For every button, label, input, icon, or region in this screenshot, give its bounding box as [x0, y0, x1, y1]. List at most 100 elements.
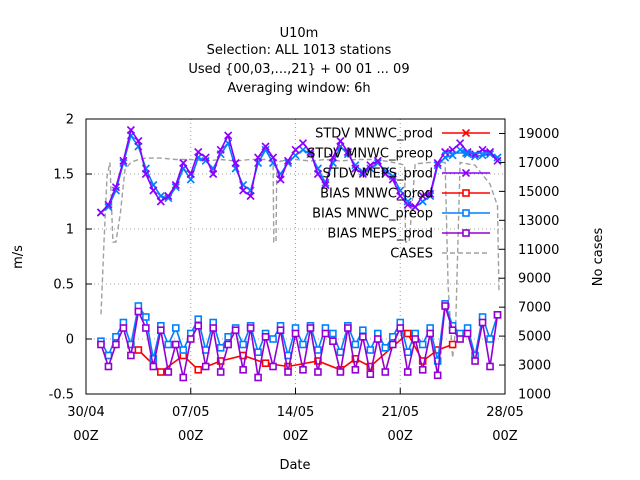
data-point — [239, 340, 247, 349]
data-point — [418, 365, 427, 374]
data-point — [306, 324, 315, 332]
data-point — [119, 324, 128, 332]
legend-label: STDV MEPS_prod — [322, 167, 433, 182]
data-point — [104, 202, 113, 212]
data-point — [179, 373, 188, 382]
y2-tick-label: 5000 — [518, 330, 551, 345]
data-point — [381, 368, 390, 376]
data-point — [448, 326, 457, 335]
marker-stroke — [373, 156, 382, 165]
marker-stroke — [403, 197, 412, 206]
marker-stroke — [141, 169, 150, 179]
marker-stroke — [149, 186, 158, 195]
data-point — [351, 164, 360, 173]
data-point — [216, 368, 225, 376]
data-point — [142, 324, 150, 332]
data-point — [268, 153, 278, 162]
series-stdv-meps-prod — [96, 125, 502, 217]
data-point — [104, 351, 113, 360]
legend-entry: STDV MNWC_prod — [315, 127, 490, 142]
data-point — [96, 208, 106, 217]
legend-label: BIAS MEPS_prod — [327, 227, 433, 242]
data-point — [171, 324, 180, 332]
legend-marker — [461, 168, 471, 178]
y-tick-label: 1.5 — [53, 168, 74, 183]
data-point — [284, 368, 292, 376]
y-tick-label: 0.5 — [53, 278, 74, 293]
marker-stroke — [456, 145, 465, 154]
series-line — [100, 157, 500, 358]
data-point — [126, 125, 135, 135]
data-point — [441, 302, 449, 310]
marker-stroke — [403, 200, 412, 209]
data-point — [456, 139, 465, 148]
data-point — [441, 147, 450, 157]
y2-tick-label: 15000 — [518, 185, 559, 200]
data-point — [456, 335, 464, 343]
x-tick-sublabel: 00Z — [283, 429, 309, 444]
data-point — [171, 180, 180, 190]
data-point — [261, 359, 270, 368]
data-point — [194, 321, 203, 330]
marker-stroke — [298, 145, 308, 154]
marker-stroke — [156, 197, 165, 206]
legend-entry: BIAS MEPS_prod — [327, 227, 490, 242]
data-point — [403, 329, 412, 338]
legend-entry: STDV MEPS_prod — [322, 167, 490, 182]
marker-stroke — [366, 164, 375, 173]
marker-stroke — [351, 161, 360, 170]
data-point — [156, 197, 165, 206]
data-point — [164, 191, 173, 201]
data-point — [314, 346, 322, 354]
chart-title: U10m Selection: ALL 1013 stations Used {… — [188, 26, 409, 96]
marker-stroke — [373, 158, 382, 168]
data-point — [254, 153, 263, 162]
data-point — [381, 169, 390, 179]
data-point — [299, 340, 307, 349]
data-point — [164, 368, 173, 376]
data-point — [329, 329, 337, 338]
data-point — [209, 169, 218, 179]
data-point — [164, 194, 173, 203]
y2-tick-label: 7000 — [518, 301, 551, 316]
data-point — [141, 169, 150, 179]
data-point — [433, 371, 442, 380]
data-point — [157, 326, 165, 335]
data-point — [358, 169, 367, 179]
data-point — [314, 368, 322, 376]
marker-stroke — [179, 158, 188, 168]
data-point — [381, 343, 390, 352]
marker-stroke — [433, 158, 442, 168]
marker-stroke — [321, 180, 330, 190]
data-point — [351, 365, 360, 374]
marker-stroke — [418, 191, 427, 201]
data-point — [194, 147, 203, 157]
data-point — [366, 346, 375, 354]
y2-tick-label: 9000 — [518, 272, 551, 287]
marker-stroke — [306, 147, 315, 157]
data-point — [403, 197, 412, 206]
y2-tick-label: 13000 — [518, 214, 559, 229]
marker-stroke — [104, 202, 113, 212]
data-point — [403, 348, 412, 357]
data-point — [239, 186, 248, 195]
data-point — [374, 335, 382, 343]
legend: STDV MNWC_prod STDV MNWC_preop STDV MEPS_p… — [307, 127, 490, 262]
marker-stroke — [381, 166, 390, 175]
data-point — [366, 362, 375, 371]
data-point — [343, 147, 352, 157]
data-point — [179, 158, 188, 168]
data-point — [299, 365, 307, 374]
data-point — [336, 368, 345, 376]
data-point — [426, 189, 435, 198]
data-point — [433, 158, 442, 168]
data-point — [134, 307, 143, 316]
y-axis-label: m/s — [11, 245, 26, 269]
marker-stroke — [448, 145, 457, 154]
marker-stroke — [134, 136, 143, 146]
data-point — [291, 145, 300, 154]
y2-tick-label: 17000 — [518, 156, 559, 171]
data-point — [396, 191, 405, 201]
data-point — [478, 145, 487, 154]
marker-stroke — [478, 145, 487, 154]
